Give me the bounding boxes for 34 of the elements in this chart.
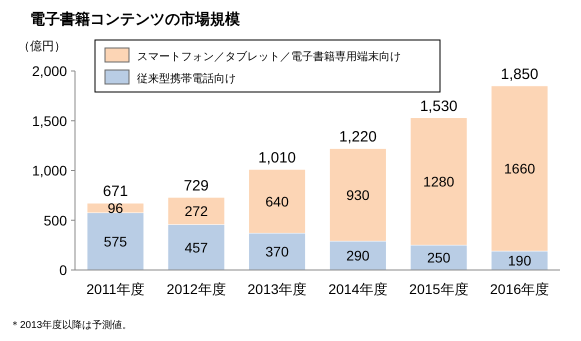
y-tick-label: 0 [59,262,68,278]
legend-label: 従来型携帯電話向け [137,72,236,85]
y-axis-title: （億円） [18,39,66,53]
x-tick-label: 2013年度 [248,281,307,297]
data-label: 1280 [423,173,455,190]
y-tick-label: 1,500 [32,112,68,129]
data-label: 930 [346,186,370,203]
data-label: 1660 [504,160,536,177]
x-tick-label: 2014年度 [328,281,388,297]
chart-title: 電子書籍コンテンツの市場規模 [30,10,241,28]
data-label: 290 [346,248,370,264]
x-tick-label: 2011年度 [86,281,144,297]
data-label: 640 [265,193,289,210]
y-tick-label: 2,000 [32,63,68,79]
text: ＊2013年度以降は予測値。 [10,319,132,331]
data-label: 575 [104,233,128,250]
total-label: 1,220 [339,128,377,146]
y-tick-label: 1,000 [32,162,68,178]
data-label: 457 [184,239,208,256]
total-label: 729 [184,177,209,194]
x-tick-label: 2016年度 [490,281,550,297]
data-label: 250 [427,250,451,266]
total-label: 671 [102,183,128,200]
total-label: 1,010 [258,150,296,167]
total-label: 1,530 [420,98,458,115]
y-tick-label: 500 [44,212,68,228]
data-label: 190 [508,252,532,269]
legend-label: スマートフォン／タブレット／電子書籍専用端末向け [137,50,401,63]
data-label: 370 [265,244,289,260]
data-label: 96 [108,200,124,216]
data-label: 272 [184,202,208,219]
x-tick-label: 2012年度 [166,281,226,297]
x-tick-label: 2015年度 [409,281,468,297]
total-label: 1,850 [500,66,538,83]
